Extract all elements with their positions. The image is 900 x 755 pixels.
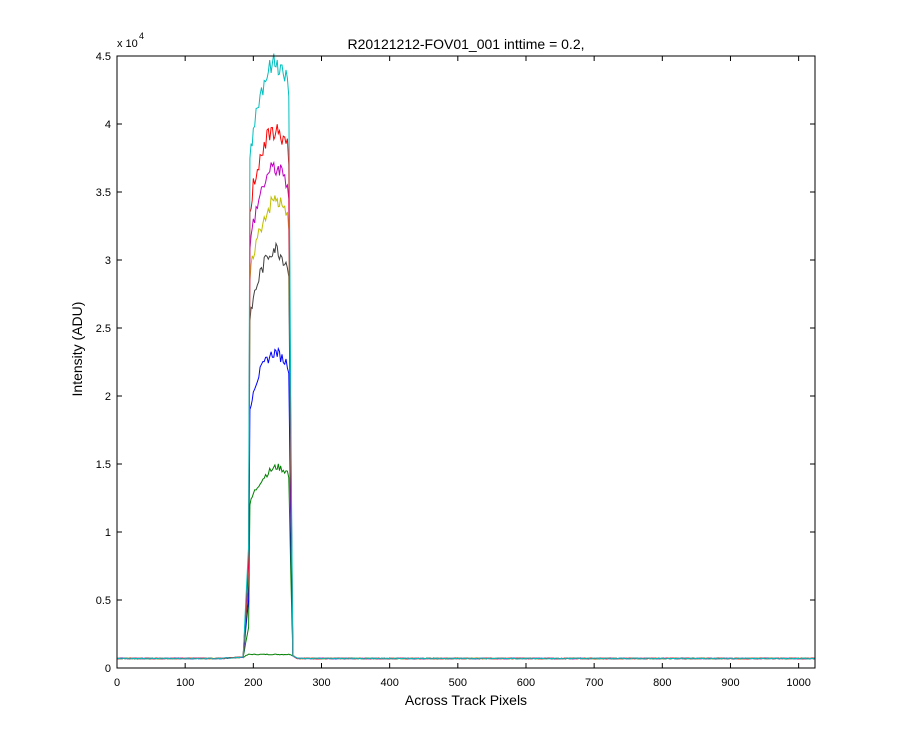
x-tick-label: 0	[114, 677, 120, 689]
x-tick-label: 600	[517, 677, 535, 689]
y-tick-label: 1	[105, 527, 111, 539]
y-axis-label: Intensity (ADU)	[69, 302, 85, 397]
x-ticks: 0 100 200 300 400 500 600 700 800 900 1000	[114, 56, 811, 689]
y-multiplier: x 10	[117, 38, 138, 50]
y-tick-label: 3.5	[96, 187, 111, 199]
axes-box	[116, 55, 816, 669]
y-tick-label: 2.5	[96, 323, 111, 335]
x-tick-label: 900	[721, 677, 739, 689]
y-tick-label: 3	[105, 255, 111, 267]
y-tick-label: 2	[105, 391, 111, 403]
x-tick-label: 100	[176, 677, 194, 689]
x-tick-label: 800	[653, 677, 671, 689]
x-tick-label: 700	[585, 677, 603, 689]
x-tick-label: 300	[312, 677, 330, 689]
x-tick-label: 500	[449, 677, 467, 689]
x-tick-label: 1000	[786, 677, 810, 689]
y-tick-label: 4.5	[96, 51, 111, 63]
series-layer	[116, 53, 816, 660]
y-ticks: 0 0.5 1 1.5 2 2.5 3 3.5 4 4.5	[96, 51, 815, 675]
y-tick-label: 1.5	[96, 459, 111, 471]
plot-area	[117, 56, 815, 668]
chart-title: R20121212-FOV01_001 inttime = 0.2,	[348, 36, 585, 52]
y-tick-label: 0	[105, 663, 111, 675]
series-line-8	[116, 53, 816, 660]
y-multiplier-exponent: 4	[139, 31, 144, 41]
x-axis-label: Across Track Pixels	[405, 692, 527, 708]
x-tick-label: 400	[380, 677, 398, 689]
y-tick-label: 4	[105, 119, 111, 131]
y-tick-label: 0.5	[96, 595, 111, 607]
x-tick-label: 200	[244, 677, 262, 689]
